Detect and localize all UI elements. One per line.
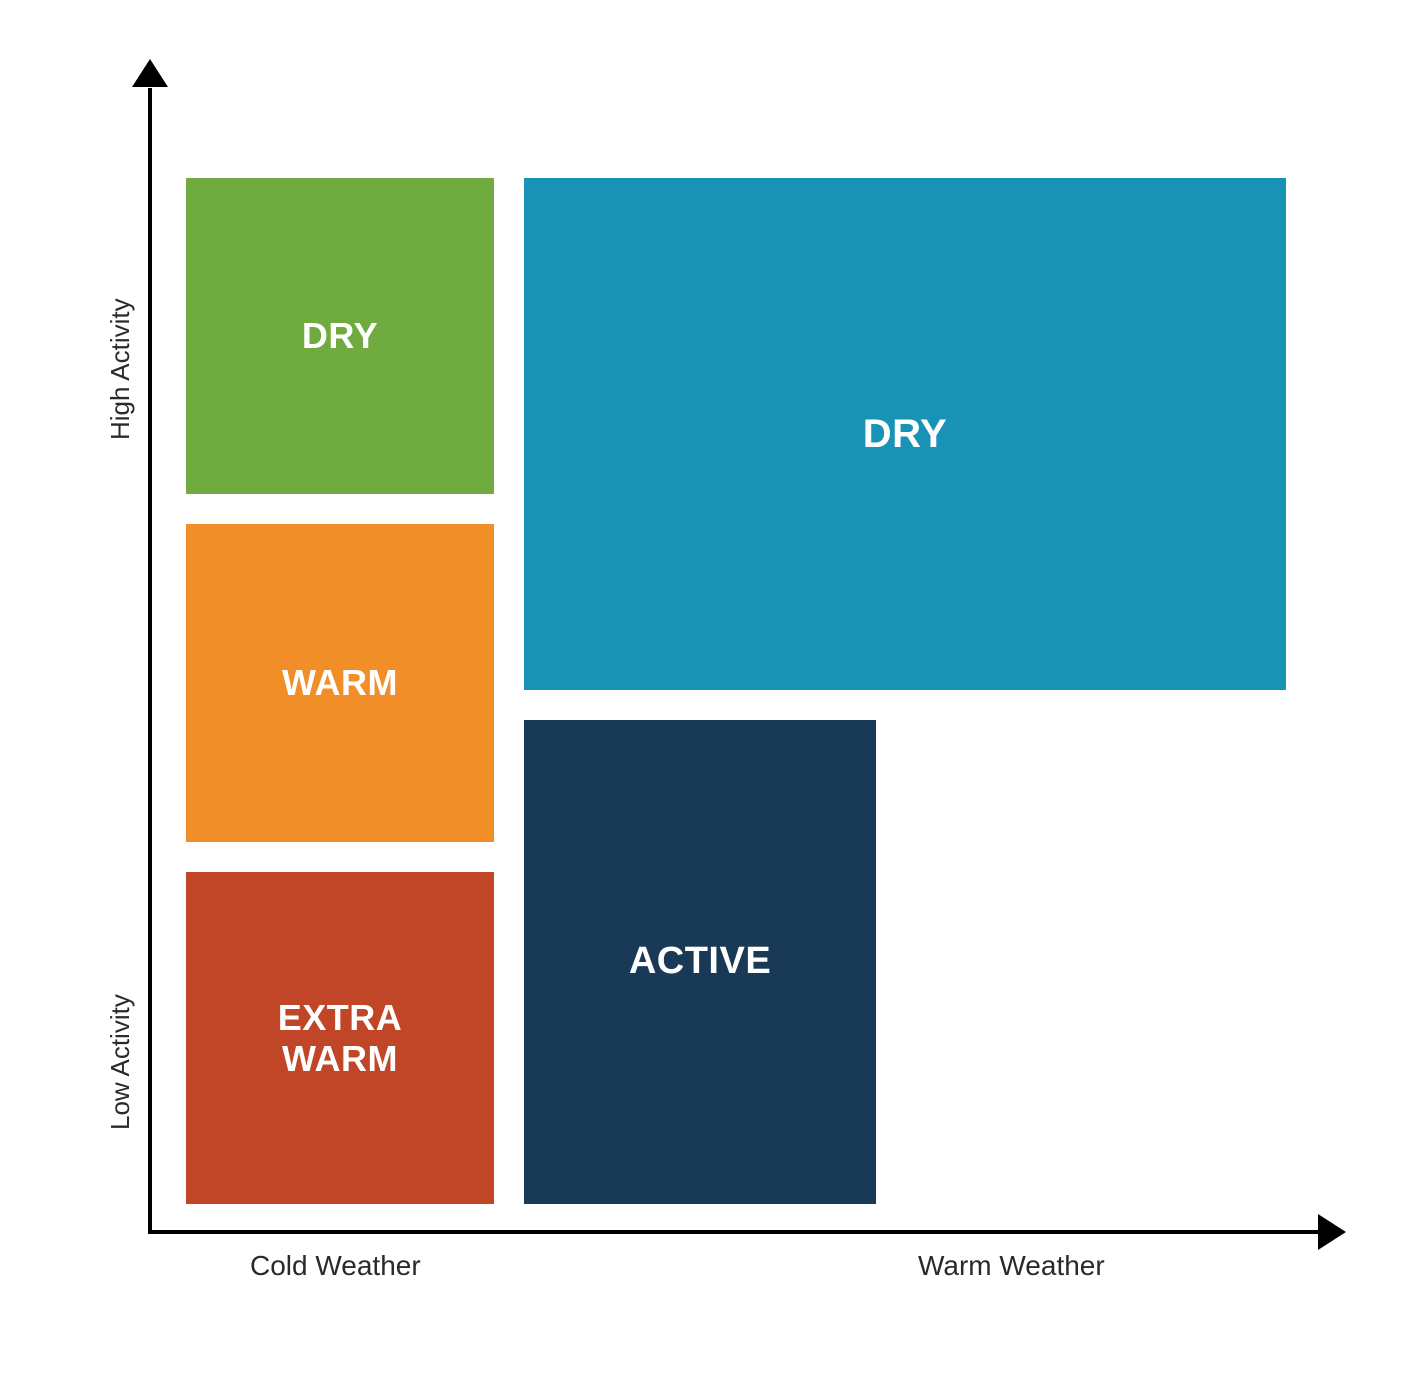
box-label: DRY: [863, 411, 947, 457]
y-axis-label-text: Low Activity: [105, 994, 135, 1130]
y-axis-label-low: Low Activity: [105, 994, 136, 1130]
box-active-navy: ACTIVE: [524, 720, 876, 1204]
y-axis-label-high: High Activity: [105, 298, 136, 440]
x-axis-label-warm: Warm Weather: [918, 1250, 1105, 1282]
box-dry-teal: DRY: [524, 178, 1286, 690]
x-axis-arrowhead: [1318, 1214, 1346, 1250]
y-axis-line: [148, 88, 152, 1234]
box-extra-warm-red: EXTRA WARM: [186, 872, 494, 1204]
box-warm-orange: WARM: [186, 524, 494, 842]
x-axis-line: [148, 1230, 1318, 1234]
x-axis-label-cold: Cold Weather: [250, 1250, 421, 1282]
box-label: DRY: [302, 315, 378, 356]
box-label: WARM: [282, 662, 398, 703]
y-axis-arrowhead: [132, 59, 168, 87]
box-label: ACTIVE: [629, 940, 771, 984]
x-axis-label-text: Warm Weather: [918, 1250, 1105, 1281]
box-dry-green: DRY: [186, 178, 494, 494]
x-axis-label-text: Cold Weather: [250, 1250, 421, 1281]
y-axis-label-text: High Activity: [105, 298, 135, 440]
diagram-canvas: High Activity Low Activity Cold Weather …: [0, 0, 1408, 1380]
box-label: EXTRA WARM: [278, 997, 403, 1080]
